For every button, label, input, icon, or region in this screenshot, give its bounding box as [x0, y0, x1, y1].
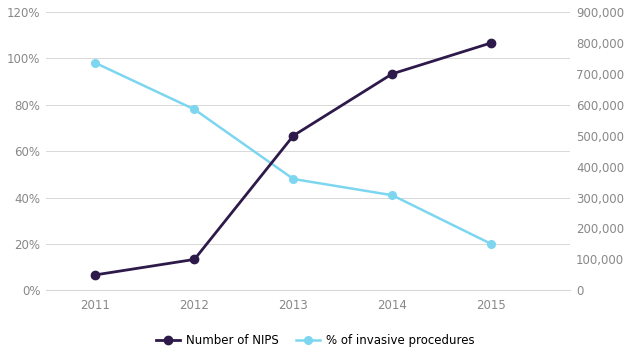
% of invasive procedures — [91, 61, 99, 65]
% of invasive procedures — [191, 107, 198, 112]
% of invasive procedures — [290, 177, 297, 181]
% of invasive procedures — [389, 193, 396, 197]
Number of NIPS — [290, 134, 297, 138]
Number of NIPS — [191, 257, 198, 262]
Number of NIPS — [91, 273, 99, 277]
% of invasive procedures — [487, 242, 495, 246]
Number of NIPS — [487, 41, 495, 45]
Line: % of invasive procedures: % of invasive procedures — [91, 59, 495, 248]
Number of NIPS — [389, 72, 396, 76]
Line: Number of NIPS: Number of NIPS — [91, 39, 495, 279]
Legend: Number of NIPS, % of invasive procedures: Number of NIPS, % of invasive procedures — [151, 330, 480, 352]
